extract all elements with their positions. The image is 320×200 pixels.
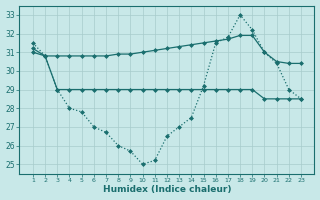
- X-axis label: Humidex (Indice chaleur): Humidex (Indice chaleur): [103, 185, 231, 194]
